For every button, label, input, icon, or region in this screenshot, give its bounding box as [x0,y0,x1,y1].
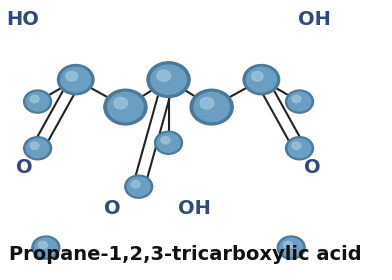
Circle shape [104,89,147,125]
Circle shape [288,139,311,158]
Circle shape [38,241,47,249]
Circle shape [131,180,140,188]
Circle shape [292,142,301,150]
Text: O: O [104,199,120,218]
Text: O: O [16,158,33,177]
Circle shape [24,90,51,113]
Circle shape [190,89,233,125]
Text: O: O [305,158,321,177]
Circle shape [30,142,39,150]
Circle shape [247,67,276,92]
Circle shape [284,241,292,249]
Circle shape [286,137,314,160]
Circle shape [154,131,182,154]
Circle shape [114,97,128,109]
Circle shape [277,236,305,259]
Circle shape [32,236,60,259]
Text: Propane-1,2,3-tricarboxylic acid: Propane-1,2,3-tricarboxylic acid [9,244,362,263]
Text: OH: OH [178,199,211,218]
Circle shape [147,62,190,97]
Circle shape [151,65,186,94]
Circle shape [125,175,152,198]
Circle shape [243,64,279,95]
Circle shape [66,71,78,81]
Circle shape [61,67,91,92]
Circle shape [288,92,311,111]
Circle shape [280,238,303,257]
Circle shape [26,92,49,111]
Text: HO: HO [6,10,39,29]
Circle shape [157,133,180,152]
Circle shape [26,139,49,158]
Circle shape [127,177,150,196]
Circle shape [24,137,51,160]
Circle shape [58,64,94,95]
Circle shape [157,70,171,81]
Circle shape [194,92,229,122]
Circle shape [200,97,214,109]
Circle shape [286,90,314,113]
Circle shape [292,95,301,103]
Circle shape [161,137,170,144]
Circle shape [30,95,39,103]
Circle shape [252,71,263,81]
Circle shape [34,238,57,257]
Circle shape [108,92,143,122]
Text: OH: OH [298,10,331,29]
